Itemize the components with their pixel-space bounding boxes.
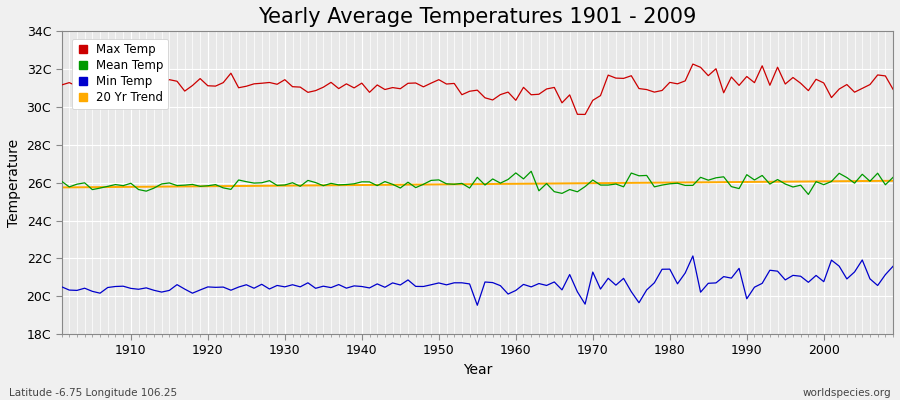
Legend: Max Temp, Mean Temp, Min Temp, 20 Yr Trend: Max Temp, Mean Temp, Min Temp, 20 Yr Tre… [72, 39, 168, 109]
Max Temp [887, 87, 898, 92]
Min Temp [887, 264, 898, 269]
Mean Temp [803, 192, 814, 197]
20 Yr Trend [510, 181, 521, 186]
Text: worldspecies.org: worldspecies.org [803, 388, 891, 398]
20 Yr Trend [287, 183, 298, 188]
Max Temp [688, 62, 698, 66]
Max Temp [503, 90, 514, 94]
20 Yr Trend [333, 183, 344, 188]
20 Yr Trend [603, 181, 614, 186]
Line: Max Temp: Max Temp [61, 64, 893, 114]
Mean Temp [503, 177, 514, 182]
Max Temp [118, 79, 129, 84]
Max Temp [510, 98, 521, 103]
Min Temp [688, 254, 698, 258]
Line: Mean Temp: Mean Temp [61, 171, 893, 194]
Title: Yearly Average Temperatures 1901 - 2009: Yearly Average Temperatures 1901 - 2009 [258, 7, 697, 27]
Y-axis label: Temperature: Temperature [7, 139, 21, 227]
Text: Latitude -6.75 Longitude 106.25: Latitude -6.75 Longitude 106.25 [9, 388, 177, 398]
Mean Temp [56, 179, 67, 184]
Line: Min Temp: Min Temp [61, 256, 893, 305]
Max Temp [287, 84, 298, 89]
Mean Temp [887, 175, 898, 180]
Mean Temp [333, 182, 344, 187]
Mean Temp [526, 169, 536, 174]
Mean Temp [118, 183, 129, 188]
20 Yr Trend [118, 184, 129, 189]
Min Temp [118, 284, 129, 288]
X-axis label: Year: Year [463, 363, 492, 377]
Min Temp [610, 283, 621, 288]
Mean Temp [610, 182, 621, 186]
Min Temp [56, 284, 67, 289]
Min Temp [518, 282, 529, 287]
Min Temp [472, 303, 482, 308]
Max Temp [580, 112, 590, 117]
20 Yr Trend [887, 178, 898, 183]
Min Temp [510, 288, 521, 293]
Min Temp [333, 282, 344, 287]
Min Temp [287, 282, 298, 287]
Max Temp [56, 82, 67, 87]
20 Yr Trend [503, 182, 514, 186]
Mean Temp [510, 170, 521, 175]
Max Temp [610, 76, 621, 80]
20 Yr Trend [56, 185, 67, 190]
Mean Temp [287, 180, 298, 185]
Line: 20 Yr Trend: 20 Yr Trend [61, 181, 893, 188]
Max Temp [333, 86, 344, 91]
